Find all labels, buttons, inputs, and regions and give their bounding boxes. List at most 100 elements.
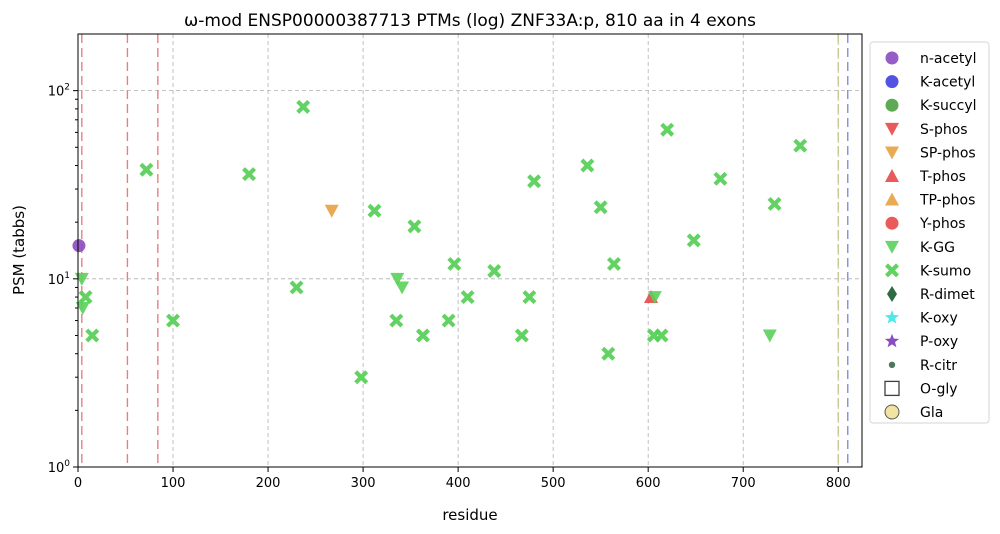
x-tick-label: 300 — [351, 476, 376, 491]
point-k-sumo — [713, 171, 728, 186]
point-k-gg — [390, 272, 405, 286]
legend-item: K-oxy — [884, 310, 958, 327]
point-k-sumo — [447, 256, 462, 271]
legend-label: Y-phos — [919, 216, 966, 232]
point-k-sumo — [793, 138, 808, 153]
exon-boundary-lines — [81, 34, 849, 467]
legend-marker — [885, 216, 899, 230]
point-k-sumo — [606, 256, 621, 271]
legend-item: n-acetyl — [885, 51, 976, 67]
legend-marker — [885, 122, 899, 136]
point-k-sumo — [78, 290, 93, 305]
plot-frame — [77, 33, 863, 468]
legend-item: P-oxy — [884, 333, 958, 350]
point-k-sumo — [487, 264, 502, 279]
legend-label: K-oxy — [920, 311, 958, 327]
x-tick-label: 0 — [74, 476, 82, 491]
legend-marker — [888, 361, 896, 368]
legend-label: T-phos — [919, 169, 966, 185]
legend-label: R-dimet — [920, 287, 975, 303]
point-k-gg — [74, 272, 89, 286]
legend-item: Gla — [884, 404, 943, 421]
point-k-sumo — [367, 203, 382, 218]
legend-label: Gla — [920, 405, 943, 421]
legend-item: SP-phos — [885, 145, 976, 161]
legend-label: P-oxy — [920, 334, 958, 350]
point-k-sumo — [514, 328, 529, 343]
point-sp-phos — [324, 204, 339, 218]
legend-item: R-citr — [888, 358, 957, 374]
data-points — [72, 99, 808, 385]
legend: n-acetyl K-acetyl K-succyl S-phos SP-phos T-p… — [869, 41, 990, 424]
grid-layer — [78, 34, 862, 467]
legend-label: O-gly — [920, 381, 958, 397]
legend-marker — [885, 146, 899, 160]
point-k-sumo — [242, 167, 257, 182]
legend-marker — [884, 333, 900, 348]
point-k-sumo — [660, 122, 675, 137]
legend-label: K-acetyl — [920, 75, 975, 91]
legend-item: K-acetyl — [885, 75, 975, 91]
point-k-sumo — [686, 233, 701, 248]
point-k-gg — [647, 291, 662, 305]
point-k-sumo — [593, 200, 608, 215]
point-k-gg — [762, 329, 777, 343]
point-k-gg — [395, 281, 410, 295]
legend-marker — [885, 263, 899, 278]
legend-marker — [884, 380, 900, 397]
point-n-acetyl — [72, 239, 86, 253]
legend-label: K-sumo — [920, 263, 971, 279]
legend-label: TP-phos — [919, 193, 975, 209]
x-tick-label: 800 — [826, 476, 851, 491]
legend-marker — [885, 169, 899, 182]
point-k-gg — [75, 302, 90, 315]
legend-label: K-succyl — [920, 98, 977, 114]
point-k-sumo — [289, 280, 304, 295]
point-k-sumo — [415, 328, 430, 343]
legend-label: S-phos — [920, 122, 968, 138]
point-k-sumo — [441, 313, 456, 328]
legend-marker — [884, 404, 900, 420]
chart-title: ω-mod ENSP00000387713 PTMs (log) ZNF33A:… — [184, 11, 756, 31]
legend-label: SP-phos — [920, 145, 976, 161]
y-tick-label: 101 — [48, 271, 70, 288]
legend-label: K-GG — [920, 240, 955, 256]
legend-frame — [869, 41, 990, 424]
x-tick-label: 700 — [731, 476, 756, 491]
point-k-sumo — [527, 174, 542, 189]
point-k-sumo — [601, 346, 616, 361]
y-axis: 100 101 102 — [48, 83, 78, 476]
legend-marker — [887, 286, 897, 302]
legend-item: R-dimet — [887, 286, 975, 303]
point-k-sumo — [407, 219, 422, 234]
legend-marker — [885, 98, 899, 112]
point-k-sumo — [85, 328, 100, 343]
legend-marker — [885, 51, 899, 65]
point-k-sumo — [166, 313, 181, 328]
point-k-sumo — [767, 196, 782, 211]
legend-label: n-acetyl — [920, 51, 976, 67]
point-k-sumo — [296, 99, 311, 114]
x-tick-label: 100 — [161, 476, 186, 491]
legend-item: Y-phos — [885, 216, 966, 232]
point-k-sumo — [354, 370, 369, 385]
x-axis: 0 100 200 300 400 500 600 700 800 — [74, 467, 851, 491]
legend-label: R-citr — [920, 358, 957, 374]
legend-item: TP-phos — [885, 192, 975, 209]
y-tick-label: 100 — [48, 459, 71, 476]
point-k-sumo — [389, 313, 404, 328]
legend-marker — [885, 192, 899, 206]
legend-item: K-GG — [885, 240, 955, 256]
legend-item: T-phos — [885, 169, 966, 185]
legend-marker — [885, 75, 899, 89]
legend-item: K-sumo — [885, 263, 971, 279]
point-k-sumo — [580, 158, 595, 173]
x-tick-label: 200 — [256, 476, 281, 491]
point-k-sumo — [139, 162, 154, 177]
x-tick-label: 600 — [636, 476, 661, 491]
point-k-sumo — [654, 328, 669, 343]
y-tick-label: 102 — [48, 83, 70, 100]
point-k-sumo — [460, 290, 475, 305]
legend-marker — [885, 240, 899, 254]
